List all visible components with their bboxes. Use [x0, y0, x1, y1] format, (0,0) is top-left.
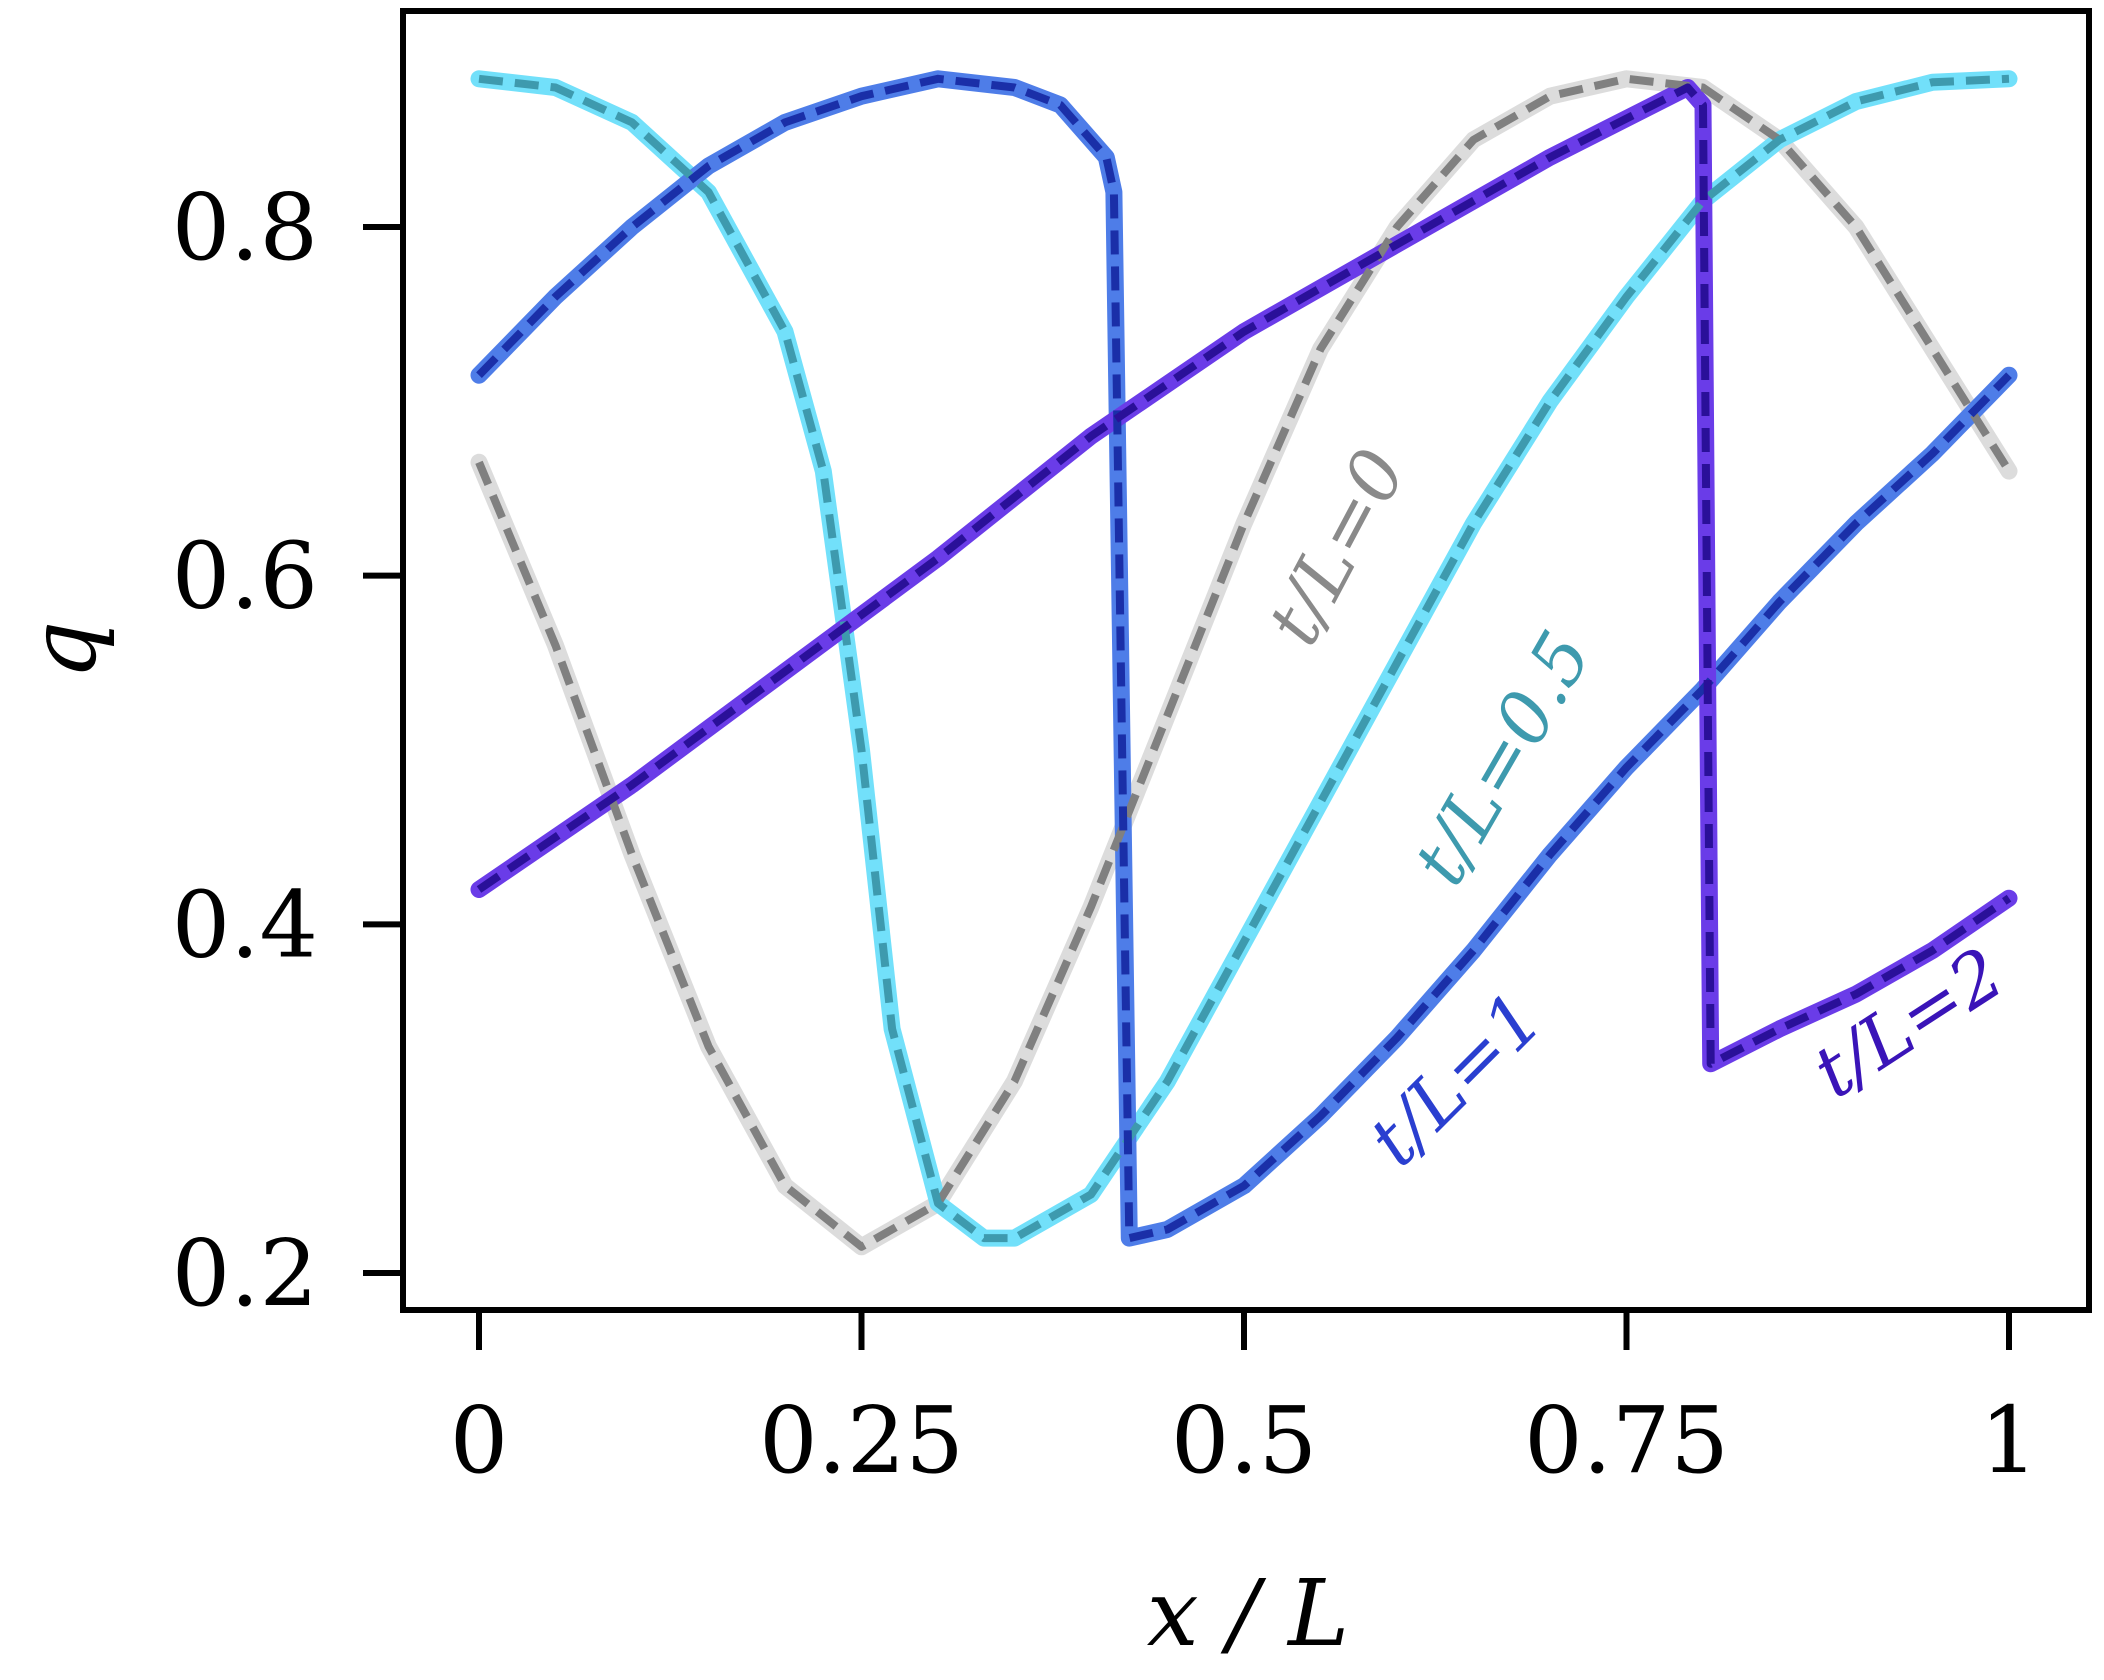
series-dashed-line-3	[476, 83, 2012, 1068]
y-axis: 0.2 0.4 0.6 0.8	[172, 174, 403, 1327]
y-tick-label: 0.2	[172, 1220, 318, 1327]
curves	[470, 70, 2018, 1256]
curve-label-t1: t/L=1	[1353, 976, 1559, 1182]
series-dashed-line-0	[475, 74, 2013, 1251]
x-axis-label: x / L	[1147, 1560, 1349, 1667]
y-tick-label: 0.8	[172, 174, 318, 281]
series-dashed-line-1	[478, 74, 2010, 1243]
series-dashed-line-2	[476, 74, 2012, 1243]
series-line-1	[470, 70, 2018, 1247]
series-line-0	[470, 70, 2018, 1256]
x-tick-label: 0.5	[1171, 1387, 1317, 1494]
y-axis-label: q	[10, 621, 117, 680]
curve-label-t05: t/L=0.5	[1397, 618, 1608, 899]
x-tick-label: 0.75	[1524, 1387, 1729, 1494]
series-line-2	[470, 70, 2018, 1247]
plot-frame	[400, 8, 2092, 1313]
series-line-3	[470, 79, 2018, 1073]
x-axis: 0 0.25 0.5 0.75 1	[450, 1313, 2039, 1494]
x-tick-label: 0	[450, 1387, 509, 1494]
y-tick-label: 0.6	[172, 523, 318, 630]
x-tick-label: 1	[1980, 1387, 2039, 1494]
y-tick-label: 0.4	[172, 871, 318, 978]
x-tick-label: 0.25	[759, 1387, 964, 1494]
